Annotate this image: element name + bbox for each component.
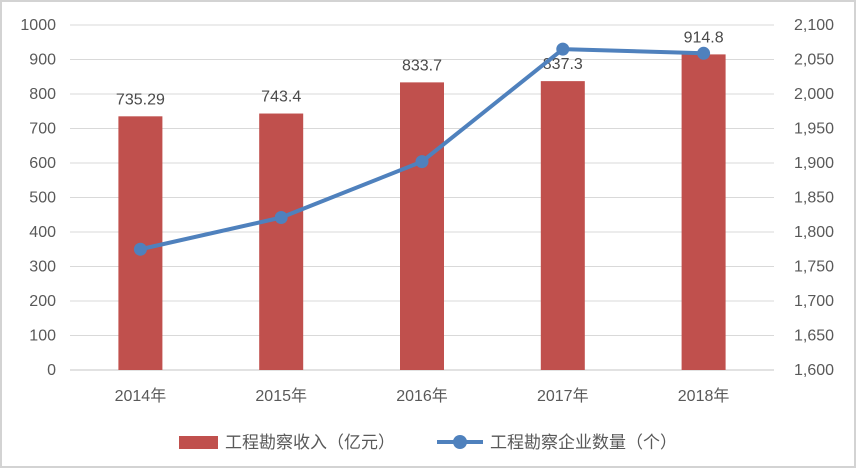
x-axis-label: 2018年 bbox=[678, 387, 730, 405]
bar-2015年 bbox=[259, 113, 304, 370]
left-axis-tick: 100 bbox=[29, 328, 56, 345]
bar-2016年 bbox=[400, 82, 444, 370]
right-axis-tick: 1,750 bbox=[794, 259, 834, 276]
left-axis-tick: 400 bbox=[29, 224, 56, 241]
right-axis-tick: 1,850 bbox=[794, 190, 834, 207]
right-axis-tick: 1,900 bbox=[794, 155, 834, 172]
line-marker-2015年 bbox=[274, 211, 288, 225]
bar-2018年 bbox=[681, 54, 726, 370]
x-axis-label: 2015年 bbox=[255, 387, 307, 405]
left-axis-tick: 900 bbox=[29, 52, 56, 69]
bar-value-label: 743.4 bbox=[261, 89, 301, 106]
right-axis-tick: 1,800 bbox=[794, 224, 834, 241]
right-axis-tick: 2,050 bbox=[794, 52, 834, 69]
left-axis-tick: 200 bbox=[29, 293, 56, 310]
line-marker-2014年 bbox=[133, 242, 147, 256]
line-series-swatch bbox=[437, 435, 483, 449]
bar-value-label: 914.8 bbox=[684, 29, 724, 46]
left-axis-tick: 700 bbox=[29, 121, 56, 138]
left-axis-tick: 800 bbox=[29, 86, 56, 103]
legend-label-enterprise-count: 工程勘察企业数量（个） bbox=[490, 432, 677, 452]
right-axis-tick: 1,600 bbox=[794, 362, 834, 379]
right-axis-tick: 2,000 bbox=[794, 86, 834, 103]
line-marker-2018年 bbox=[697, 46, 711, 60]
bar-2017年 bbox=[540, 81, 585, 370]
line-marker-2016年 bbox=[415, 155, 429, 169]
legend-label-revenue: 工程勘察收入（亿元） bbox=[225, 432, 395, 452]
line-marker-2017年 bbox=[556, 42, 570, 56]
right-axis-tick: 2,100 bbox=[794, 17, 834, 34]
left-axis-tick: 300 bbox=[29, 259, 56, 276]
right-axis-tick: 1,950 bbox=[794, 121, 834, 138]
x-axis-label: 2016年 bbox=[396, 387, 448, 405]
bar-value-label: 833.7 bbox=[402, 57, 442, 74]
bar-series-swatch bbox=[179, 435, 218, 449]
legend-item-survey-revenue: 工程勘察收入（亿元） bbox=[179, 434, 395, 451]
line-marker-dot bbox=[453, 435, 467, 449]
bar-value-label: 735.29 bbox=[116, 91, 165, 108]
right-axis-tick: 1,700 bbox=[794, 293, 834, 310]
chart-legend: 工程勘察收入（亿元） 工程勘察企业数量（个） bbox=[2, 428, 854, 456]
bar-value-label: 837.3 bbox=[543, 56, 583, 73]
left-axis-tick: 0 bbox=[47, 362, 56, 379]
right-axis-tick: 1,650 bbox=[794, 328, 834, 345]
x-axis-label: 2017年 bbox=[537, 387, 589, 405]
left-axis-tick: 600 bbox=[29, 155, 56, 172]
legend-item-enterprise-count: 工程勘察企业数量（个） bbox=[437, 434, 677, 451]
left-axis-tick: 500 bbox=[29, 190, 56, 207]
x-axis-label: 2014年 bbox=[115, 387, 167, 405]
left-axis-tick: 1000 bbox=[20, 17, 56, 34]
